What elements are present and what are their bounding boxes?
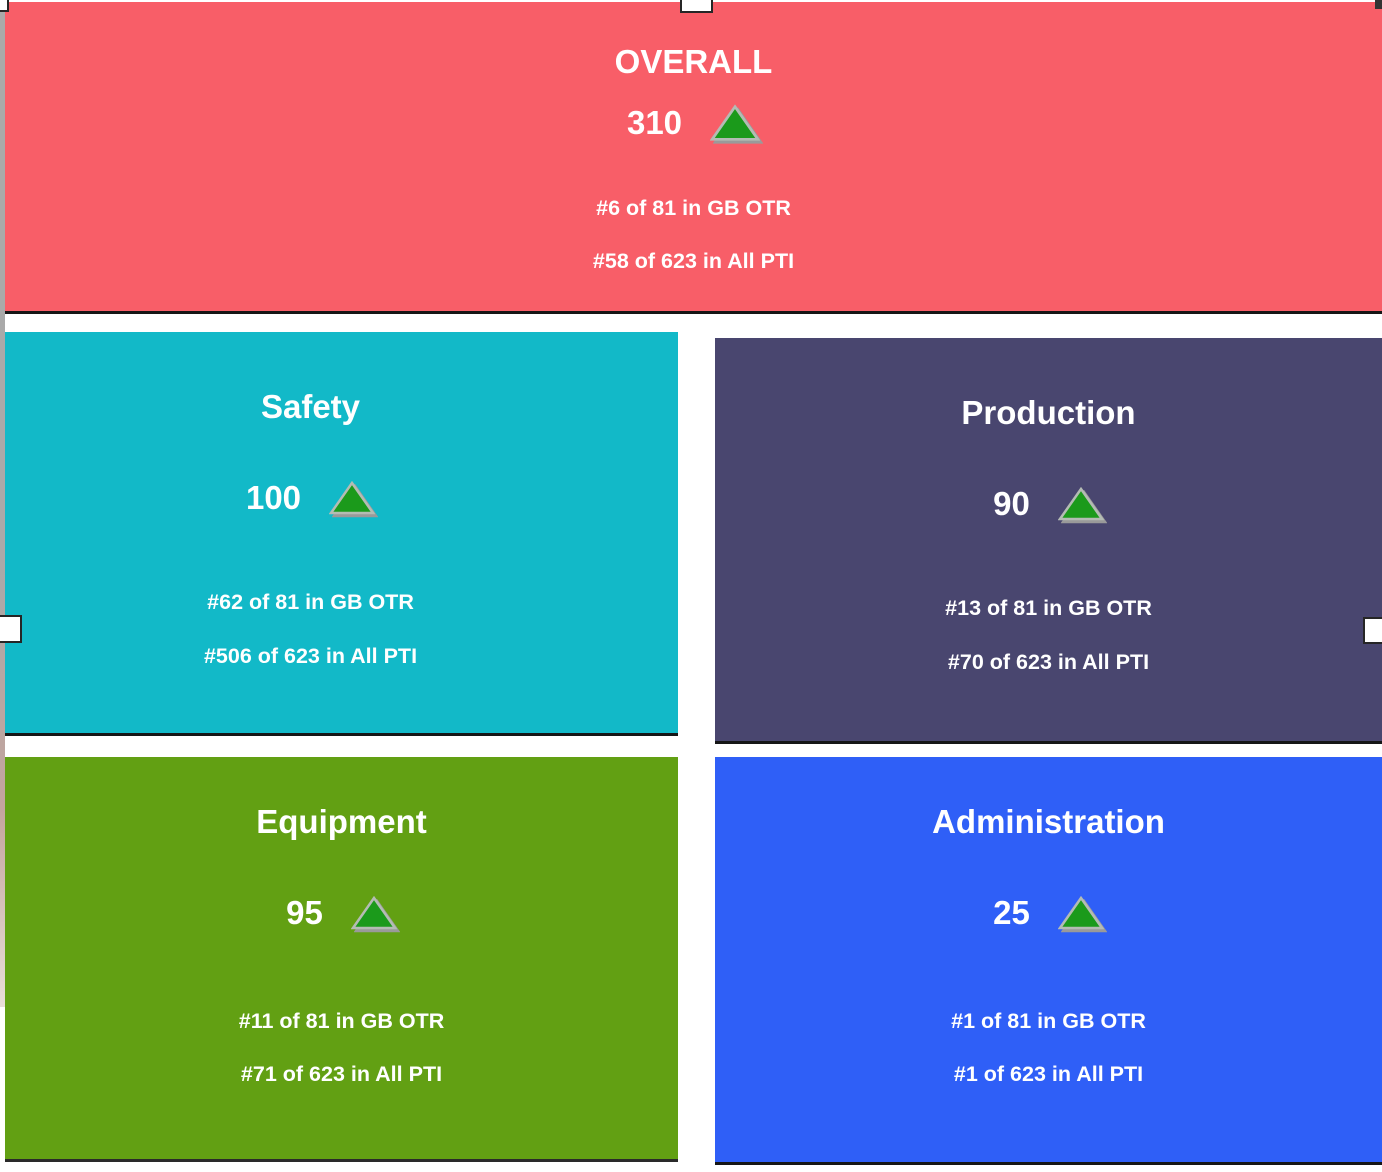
card-title: Administration [932,803,1165,840]
kpi-card-equipment[interactable]: Equipment 95 #11 of 81 in GB OTR #71 of … [5,757,678,1162]
selection-handle-right[interactable] [1363,617,1382,644]
card-rank-gb-otr: #6 of 81 in GB OTR [596,196,791,220]
trend-up-triangle-icon [1057,487,1104,521]
card-title: OVERALL [614,43,773,80]
card-rank-all-pti: #506 of 623 in All PTI [203,644,418,668]
selection-handle-left[interactable] [0,615,22,643]
selection-handle-top-left[interactable] [0,0,9,12]
card-value: 90 [993,485,1030,523]
kpi-card-overall[interactable]: OVERALL 310 #6 of 81 in GB OTR #58 of 62… [5,2,1382,314]
kpi-card-administration[interactable]: Administration 25 #1 of 81 in GB OTR #1 … [715,757,1382,1165]
card-value-row: 90 [715,483,1382,525]
trend-up-triangle-icon [350,896,397,930]
card-value: 100 [245,479,302,517]
card-rank-gb-otr: #62 of 81 in GB OTR [207,590,414,614]
selection-handle-top-right[interactable] [1375,0,1382,9]
card-rank-all-pti: #1 of 623 in All PTI [953,1062,1144,1086]
card-title: Safety [260,388,361,425]
card-value-row: 95 [5,892,678,934]
card-title: Production [961,394,1136,431]
card-rank-all-pti: #70 of 623 in All PTI [947,650,1150,674]
card-value-row: 310 [5,102,1382,144]
kpi-card-production[interactable]: Production 90 #13 of 81 in GB OTR #70 of… [715,338,1382,744]
card-value: 25 [993,894,1030,932]
selection-handle-top[interactable] [680,0,713,13]
card-value: 310 [626,104,683,142]
card-value: 95 [286,894,323,932]
card-rank-all-pti: #71 of 623 in All PTI [240,1062,443,1086]
card-rank-gb-otr: #1 of 81 in GB OTR [951,1009,1146,1033]
card-rank-gb-otr: #11 of 81 in GB OTR [238,1009,445,1033]
card-title: Equipment [256,803,427,840]
trend-up-triangle-icon [329,481,376,515]
kpi-card-safety[interactable]: Safety 100 #62 of 81 in GB OTR #506 of 6… [5,332,678,736]
trend-up-triangle-icon [710,104,761,142]
trend-up-triangle-icon [1057,896,1104,930]
card-value-row: 100 [0,477,647,519]
card-rank-gb-otr: #13 of 81 in GB OTR [945,596,1152,620]
screenshot-edge-strip [0,12,5,1007]
card-value-row: 25 [715,892,1382,934]
card-rank-all-pti: #58 of 623 in All PTI [592,249,795,273]
